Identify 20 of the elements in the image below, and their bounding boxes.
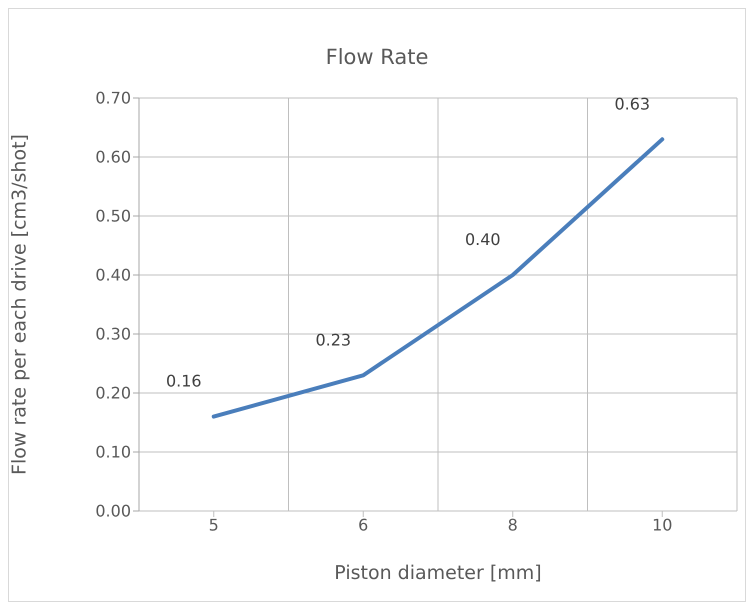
y-tick-label: 0.30	[95, 324, 131, 344]
data-label: 0.63	[614, 94, 650, 114]
y-tick-label: 0.10	[95, 442, 131, 462]
y-axis-title: Flow rate per each drive [cm3/shot]	[8, 134, 31, 475]
y-tick-label: 0.50	[95, 206, 131, 226]
x-tick-label: 6	[358, 515, 368, 534]
data-label: 0.40	[464, 230, 501, 249]
x-tick-label: 5	[208, 515, 219, 534]
y-tick-label: 0.70	[95, 88, 131, 108]
y-tick-label: 0.60	[95, 148, 131, 167]
y-tick-label: 0.20	[95, 384, 131, 403]
chart-title: Flow Rate	[324, 45, 430, 69]
data-label: 0.16	[166, 372, 202, 391]
data-label: 0.23	[315, 330, 352, 350]
x-tick-label: 8	[508, 515, 518, 534]
x-axis-title: Piston diameter [mm]	[334, 562, 542, 584]
y-tick-label: 0.40	[95, 266, 131, 285]
y-tick-label: 0.00	[95, 502, 131, 521]
x-tick-label: 10	[652, 515, 672, 534]
line-series	[212, 137, 664, 419]
